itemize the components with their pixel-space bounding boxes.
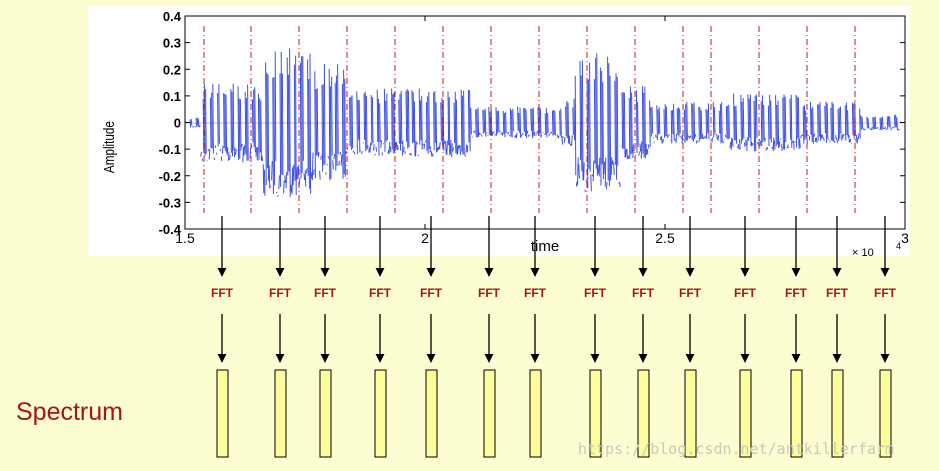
fft-label: FFT [679, 286, 702, 300]
spectrum-block [216, 369, 229, 458]
x-axis-ticks: 1.5 2 2.5 3 [175, 16, 909, 246]
x-tick-label: 2 [421, 230, 429, 246]
watermark: https://blog.csdn.net/antkillerfarm [578, 440, 895, 458]
spectrum-block [684, 369, 697, 458]
fft-label: FFT [369, 286, 392, 300]
spectrum-block [425, 369, 438, 458]
y-tick-label: -0.2 [159, 169, 181, 184]
y-tick-label: 0.3 [163, 36, 181, 51]
fft-label: FFT [314, 286, 337, 300]
spectrum-label: Spectrum [16, 398, 123, 426]
fft-pipeline: FFT FFT FFT FFT FFT FFT FFT FFT FFT FFT FFT FFT FFT F… [211, 216, 897, 458]
frame-markers [203, 26, 856, 213]
y-tick-label: 0 [174, 116, 181, 131]
y-tick-label: 0.1 [163, 89, 181, 104]
x-tick-label: 1.5 [175, 230, 195, 246]
spectrum-block [589, 369, 602, 458]
fft-label: FFT [584, 286, 607, 300]
spectrum-block [790, 369, 803, 458]
fft-label: FFT [632, 286, 655, 300]
fft-label: FFT [524, 286, 547, 300]
fft-label: FFT [269, 286, 292, 300]
y-axis-label: Amplitude [101, 121, 118, 173]
fft-label: FFT [420, 286, 443, 300]
spectrum-block [637, 369, 650, 458]
spectrum-block [374, 369, 387, 458]
y-axis-ticks: 0.4 0.3 0.2 0.1 0 -0.1 -0.2 -0.3 -0.4 [159, 9, 905, 237]
fft-label: FFT [211, 286, 234, 300]
spectrum-block [319, 369, 332, 458]
x-multiplier-exponent: 4 [896, 241, 901, 251]
y-tick-label: 0.4 [163, 9, 182, 24]
spectrum-block [483, 369, 496, 458]
spectrum-block [831, 369, 844, 458]
x-multiplier: × 10 [852, 247, 874, 259]
fft-label: FFT [826, 286, 849, 300]
spectrum-block [529, 369, 542, 458]
spectrum-block [879, 369, 892, 458]
x-tick-label: 3 [901, 230, 909, 246]
y-tick-label: 0.2 [163, 62, 181, 77]
x-tick-label: 2.5 [655, 230, 675, 246]
y-tick-label: -0.4 [159, 222, 182, 237]
fft-label: FFT [785, 286, 808, 300]
fft-label: FFT [734, 286, 757, 300]
x-axis-label: time [531, 238, 559, 255]
fft-label: FFT [874, 286, 897, 300]
y-tick-label: -0.1 [159, 142, 181, 157]
fft-label: FFT [478, 286, 501, 300]
spectrum-block [739, 369, 752, 458]
spectrum-block [274, 369, 287, 458]
y-tick-label: -0.3 [159, 195, 181, 210]
